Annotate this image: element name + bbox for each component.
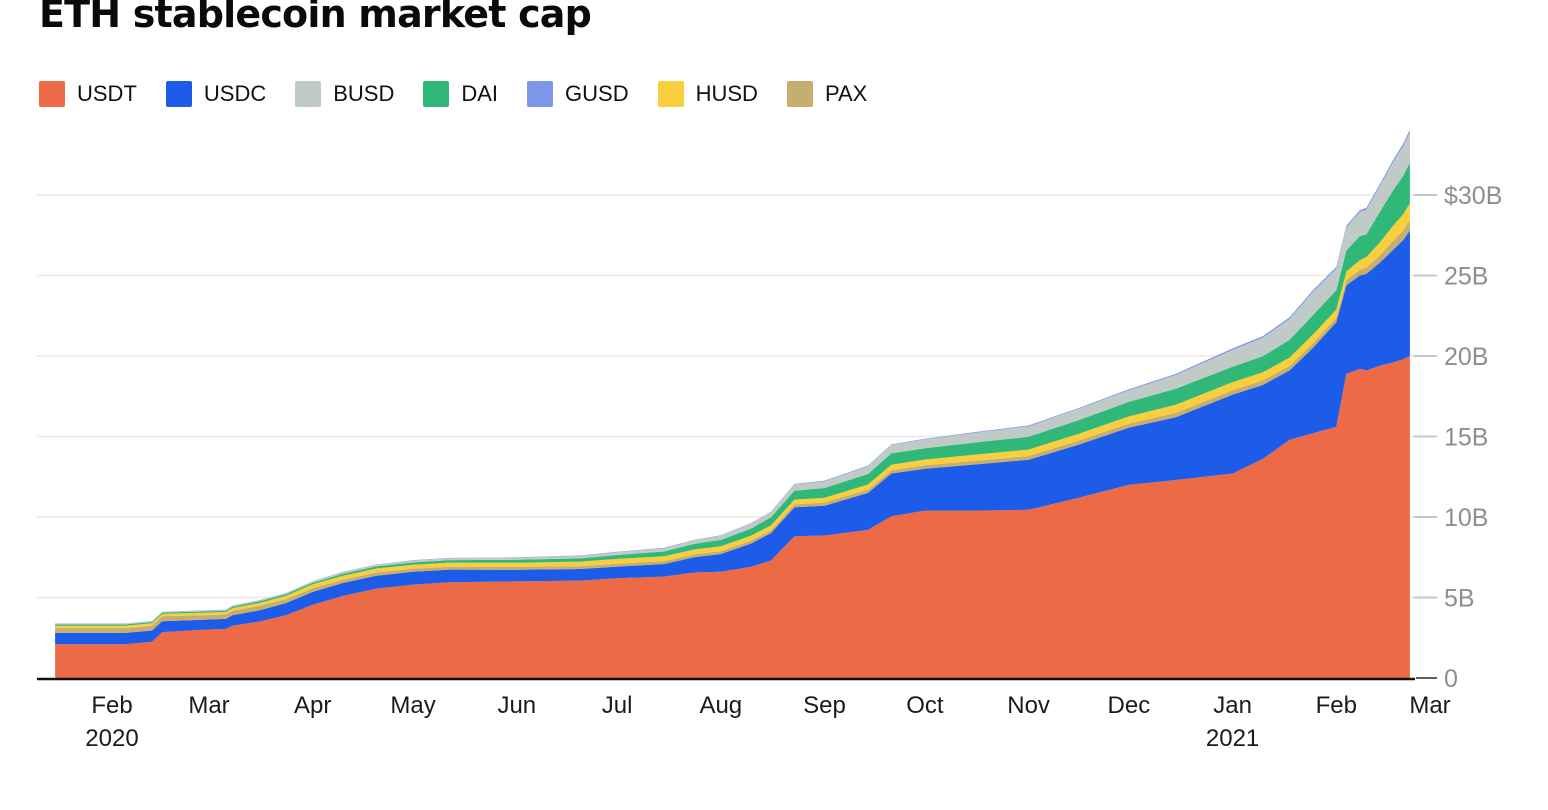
x-axis-label-sep: Sep (803, 692, 846, 719)
x-axis-label-jan: Jan (1213, 692, 1252, 719)
legend-label: BUSD (333, 81, 395, 106)
y-axis-label-20b: 20B (1444, 343, 1488, 371)
x-axis-label-jun: Jun (497, 692, 536, 719)
legend-label: DAI (461, 81, 499, 106)
legend-item-dai[interactable]: DAI (423, 81, 498, 107)
area-husd[interactable] (55, 203, 1410, 629)
x-axis-label-mar: Mar (188, 692, 229, 719)
legend-swatch-gusd (527, 81, 554, 107)
chart-title: ETH stablecoin market cap (39, 0, 592, 36)
x-axis-label-may: May (390, 692, 435, 719)
legend-item-busd[interactable]: BUSD (295, 81, 394, 107)
x-axis-label-oct: Oct (906, 692, 944, 719)
y-axis-label-15b: 15B (1444, 424, 1488, 452)
area-usdt[interactable] (55, 356, 1410, 678)
legend-swatch-busd (295, 81, 322, 107)
x-axis-label-feb: Feb (1316, 692, 1357, 719)
y-axis-label-10b: 10B (1444, 504, 1488, 532)
legend-swatch-dai (423, 81, 450, 107)
x-axis-year-2021: 2021 (1206, 725, 1259, 752)
x-axis-year-2020: 2020 (85, 725, 138, 752)
legend-label: HUSD (695, 81, 758, 106)
x-axis-label-jul: Jul (602, 692, 633, 719)
legend-item-gusd[interactable]: GUSD (527, 81, 629, 107)
y-axis-label-0: 0 (1444, 665, 1458, 693)
legend-item-pax[interactable]: PAX (786, 81, 868, 107)
legend-label: USDT (77, 81, 137, 106)
legend-swatch-usdc (165, 81, 192, 107)
legend-item-usdc[interactable]: USDC (165, 81, 267, 107)
y-axis-label-5b: 5B (1444, 585, 1475, 613)
x-axis-label-aug: Aug (699, 692, 742, 719)
x-axis-label-apr: Apr (294, 692, 331, 719)
y-axis-label-30b: $30B (1444, 182, 1502, 210)
legend-item-usdt[interactable]: USDT (39, 81, 137, 107)
legend-swatch-husd (657, 81, 684, 107)
x-axis-label-dec: Dec (1108, 692, 1151, 719)
area-usdc[interactable] (55, 230, 1410, 645)
y-axis-label-25b: 25B (1444, 263, 1488, 291)
legend-label: USDC (203, 81, 267, 106)
legend-label: GUSD (565, 81, 629, 106)
legend-item-husd[interactable]: HUSD (657, 81, 758, 107)
legend-swatch-pax (786, 81, 813, 107)
legend-swatch-usdt (39, 81, 65, 107)
x-axis-label-nov: Nov (1007, 692, 1050, 719)
legend: USDT USDC BUSD DAI GUSD HUSD PAX (39, 81, 867, 107)
x-axis-label-mar: Mar (1409, 692, 1450, 719)
x-axis-label-feb: Feb (91, 692, 132, 719)
legend-label: PAX (824, 81, 868, 106)
